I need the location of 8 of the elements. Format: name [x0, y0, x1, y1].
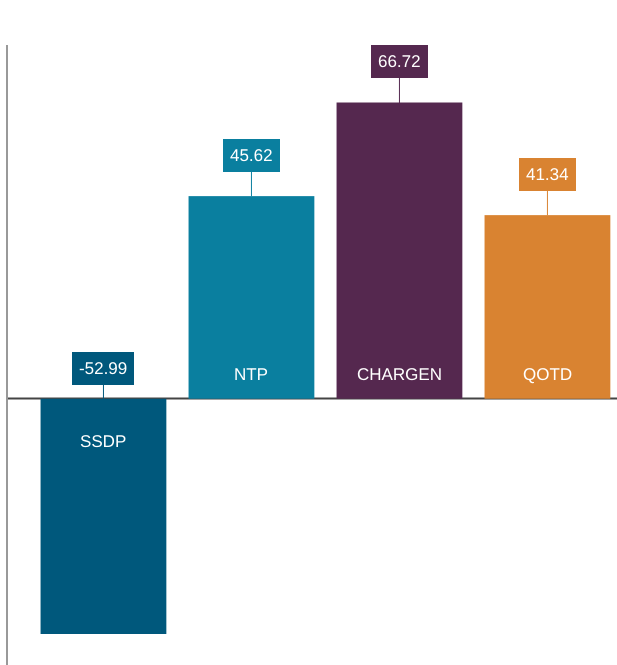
- data-label: 41.34: [526, 165, 569, 184]
- data-label: -52.99: [79, 359, 128, 378]
- x-tick-label: CHARGEN: [357, 365, 442, 384]
- x-tick-label: NTP: [234, 365, 268, 384]
- x-tick-label: QOTD: [523, 365, 572, 384]
- x-tick-label: SSDP: [80, 432, 126, 451]
- data-label: 45.62: [230, 146, 273, 165]
- data-label: 66.72: [378, 52, 421, 71]
